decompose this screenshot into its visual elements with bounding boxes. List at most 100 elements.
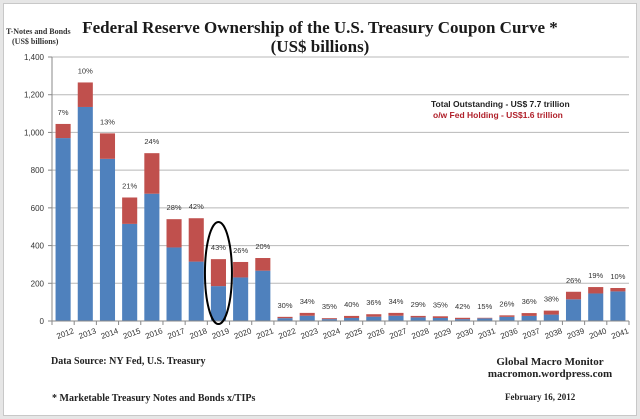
data-label: 20%	[255, 242, 270, 251]
y-tick-label: 800	[31, 166, 45, 175]
x-tick-label: 2012	[55, 326, 75, 341]
bar-fed	[321, 318, 337, 320]
bar-non-fed	[188, 261, 204, 321]
bar-non-fed	[233, 277, 249, 321]
bar-non-fed	[499, 316, 515, 321]
y-tick-label: 0	[40, 317, 45, 326]
x-tick-label: 2019	[211, 326, 231, 341]
bar-non-fed	[55, 138, 71, 321]
bar-fed	[521, 313, 537, 316]
bar-non-fed	[144, 193, 160, 321]
data-label: 42%	[189, 202, 204, 211]
bar-fed	[233, 261, 249, 278]
x-tick-label: 2023	[299, 326, 319, 341]
data-label: 43%	[211, 243, 226, 252]
data-label: 26%	[233, 246, 248, 255]
data-label: 15%	[477, 302, 492, 311]
x-tick-label: 2028	[410, 326, 430, 341]
data-label: 42%	[455, 302, 470, 311]
data-label: 30%	[278, 301, 293, 310]
bar-fed	[277, 316, 293, 319]
x-tick-label: 2027	[388, 326, 408, 341]
x-tick-label: 2014	[100, 326, 120, 341]
bar-non-fed	[543, 314, 559, 321]
data-label: 34%	[300, 297, 315, 306]
x-tick-label: 2013	[78, 326, 98, 341]
bar-fed	[166, 219, 182, 248]
bar-fed	[610, 288, 626, 292]
x-tick-label: 2018	[188, 326, 208, 341]
x-tick-label: 2029	[433, 326, 453, 341]
x-tick-label: 2021	[255, 326, 275, 341]
x-axis-ticks: 2012 2013 2014 2015 2016 2017 2018 2019 2020 2021…	[51, 321, 630, 341]
y-tick-label: 400	[31, 242, 45, 251]
gridlines	[52, 56, 629, 284]
annotation-box: Total Outstanding - US$ 7.7 trillion o/w…	[431, 99, 570, 121]
bar-non-fed	[277, 318, 293, 321]
y-tick-label: 1,200	[24, 91, 45, 100]
x-tick-label: 2026	[366, 326, 386, 341]
y-tick-label: 1,400	[24, 53, 45, 62]
bar-fed	[77, 82, 93, 107]
bar-fed	[499, 315, 515, 317]
x-tick-label: 2040	[588, 326, 608, 341]
data-label: 35%	[322, 302, 337, 311]
bar-non-fed	[410, 317, 426, 321]
axes	[51, 57, 629, 322]
bar-non-fed	[210, 286, 226, 321]
y-axis-label: T-Notes and Bonds (US$ billions)	[6, 27, 71, 47]
bar-non-fed	[344, 317, 360, 321]
y-tick-label: 600	[31, 204, 45, 213]
bar-fed	[344, 315, 360, 318]
fed-holding-text: o/w Fed Holding - US$1.6 trillion	[433, 110, 563, 120]
bar-non-fed	[388, 315, 404, 321]
bars	[55, 82, 626, 321]
bar-fed	[565, 291, 582, 300]
total-outstanding-text: Total Outstanding - US$ 7.7 trillion	[431, 99, 570, 109]
bar-fed	[366, 314, 382, 317]
brand-name: Global Macro Monitor	[496, 356, 604, 368]
data-label: 7%	[58, 108, 69, 117]
bar-non-fed	[610, 291, 626, 321]
data-label: 28%	[167, 203, 182, 212]
data-label: 40%	[344, 300, 359, 309]
data-labels: 7% 10% 13% 21% 24% 28% 42% 43% 26% 20% 30% 34% 35% 40…	[58, 66, 626, 311]
bar-fed	[477, 317, 493, 319]
y-axis-ticks: 0 200 400 600 800 1,000 1,200 1,400	[24, 53, 52, 326]
bar-non-fed	[166, 247, 182, 321]
bar-fed	[432, 316, 448, 318]
x-tick-label: 2024	[322, 326, 342, 341]
bar-fed	[255, 258, 271, 271]
x-tick-label: 2030	[455, 326, 475, 341]
bar-fed	[410, 315, 426, 318]
x-tick-label: 2015	[122, 326, 142, 341]
bar-non-fed	[565, 299, 582, 321]
bar-non-fed	[455, 319, 471, 321]
data-label: 13%	[100, 117, 115, 126]
x-tick-label: 2017	[166, 326, 186, 341]
x-tick-label: 2037	[521, 326, 541, 341]
data-label: 24%	[144, 137, 159, 146]
bar-fed	[588, 287, 604, 294]
bar-fed	[543, 310, 559, 315]
publish-date: February 16, 2012	[505, 392, 576, 402]
data-label: 10%	[78, 66, 93, 75]
x-tick-label: 2031	[477, 326, 497, 341]
bar-non-fed	[521, 315, 537, 321]
bar-non-fed	[255, 270, 271, 321]
bar-non-fed	[321, 319, 337, 321]
bar-fed	[99, 133, 116, 159]
bar-non-fed	[432, 317, 448, 321]
data-label: 38%	[544, 295, 559, 304]
bar-fed	[455, 317, 471, 320]
data-label: 21%	[122, 181, 137, 190]
bar-fed	[122, 197, 138, 224]
data-label: 10%	[610, 272, 625, 281]
x-tick-label: 2039	[566, 326, 586, 341]
x-tick-label: 2020	[233, 326, 253, 341]
data-label: 19%	[588, 271, 603, 280]
bar-non-fed	[366, 316, 382, 321]
x-tick-label: 2038	[544, 326, 564, 341]
data-label: 34%	[388, 297, 403, 306]
